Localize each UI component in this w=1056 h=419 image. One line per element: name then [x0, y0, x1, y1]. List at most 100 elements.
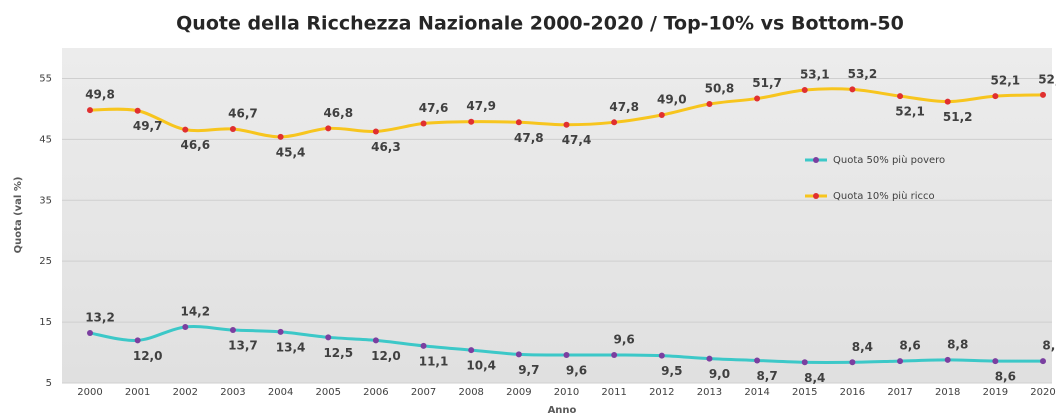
data-label: 12,0	[371, 349, 401, 363]
data-label: 46,8	[323, 106, 353, 120]
data-label: 9,7	[518, 363, 539, 377]
x-tick-label: 2014	[744, 387, 769, 398]
data-point	[706, 101, 713, 108]
legend-label: Quota 50% più povero	[833, 154, 945, 166]
data-label: 46,7	[228, 107, 258, 121]
x-tick-label: 2009	[506, 387, 531, 398]
data-label: 49,0	[657, 93, 687, 107]
data-label: 12,5	[323, 346, 353, 360]
data-point	[182, 126, 189, 133]
x-tick-label: 2006	[363, 387, 388, 398]
data-label: 14,2	[180, 304, 210, 318]
data-point	[515, 119, 522, 126]
x-tick-label: 2004	[268, 387, 293, 398]
data-label: 8,6	[899, 339, 920, 353]
data-label: 47,6	[419, 101, 449, 115]
data-point	[1040, 358, 1046, 365]
chart-title: Quote della Ricchezza Nazionale 2000-202…	[176, 13, 904, 35]
data-point	[611, 119, 618, 126]
data-label: 46,6	[180, 138, 210, 152]
data-label: 52,3	[1038, 72, 1056, 86]
data-point	[563, 121, 570, 128]
data-label: 49,7	[133, 119, 163, 133]
data-point	[277, 328, 284, 335]
y-tick-label: 35	[39, 195, 52, 206]
data-point	[754, 357, 761, 364]
data-label: 53,2	[848, 67, 878, 81]
data-label: 8,7	[756, 369, 777, 383]
data-point	[182, 323, 189, 330]
data-point	[992, 358, 999, 365]
data-point	[944, 356, 951, 363]
data-label: 47,4	[562, 133, 592, 147]
data-label: 51,2	[943, 110, 973, 124]
data-point	[563, 351, 570, 358]
data-label: 8,4	[804, 371, 825, 385]
x-tick-label: 2001	[125, 387, 150, 398]
legend-marker	[813, 193, 819, 199]
data-label: 50,8	[705, 82, 735, 96]
data-point	[420, 120, 427, 127]
data-label: 49,8	[85, 88, 115, 102]
x-tick-label: 2012	[649, 387, 674, 398]
data-point	[420, 342, 427, 349]
x-tick-label: 2019	[983, 387, 1008, 398]
x-tick-label: 2016	[840, 387, 865, 398]
data-point	[897, 358, 904, 365]
data-point	[325, 334, 332, 341]
x-tick-label: 2010	[554, 387, 579, 398]
data-label: 45,4	[276, 145, 306, 159]
data-point	[277, 133, 284, 140]
y-tick-label: 25	[39, 256, 52, 267]
data-label: 46,3	[371, 140, 401, 154]
data-point	[468, 118, 475, 125]
x-tick-label: 2015	[792, 387, 817, 398]
data-point	[1040, 91, 1046, 98]
y-tick-label: 5	[46, 378, 52, 389]
x-tick-label: 2002	[173, 387, 198, 398]
data-point	[611, 351, 618, 358]
data-label: 47,8	[609, 100, 639, 114]
data-label: 8,6	[995, 370, 1016, 384]
data-point	[801, 87, 808, 94]
data-label: 13,4	[276, 340, 306, 354]
data-point	[87, 330, 93, 337]
data-point	[658, 112, 665, 118]
data-point	[229, 126, 236, 133]
data-point	[849, 359, 856, 366]
data-point	[87, 107, 93, 114]
data-point	[992, 93, 999, 100]
data-label: 9,6	[614, 332, 635, 346]
data-label: 9,5	[661, 364, 682, 378]
data-point	[944, 98, 951, 105]
data-label: 52,1	[991, 74, 1021, 88]
x-tick-label: 2018	[935, 387, 960, 398]
data-point	[754, 95, 761, 102]
y-tick-label: 15	[39, 317, 52, 328]
data-point	[372, 128, 379, 135]
x-tick-label: 2011	[601, 387, 626, 398]
data-label: 8,6	[1042, 339, 1056, 353]
x-tick-label: 2005	[316, 387, 341, 398]
x-tick-label: 2020	[1030, 387, 1055, 398]
data-label: 52,1	[895, 105, 925, 119]
data-label: 8,4	[852, 340, 873, 354]
data-point	[325, 125, 332, 132]
data-point	[849, 86, 856, 93]
data-point	[801, 359, 808, 366]
x-tick-label: 2000	[77, 387, 102, 398]
data-point	[706, 355, 713, 362]
data-label: 53,1	[800, 68, 830, 82]
data-point	[658, 352, 665, 359]
y-tick-label: 55	[39, 73, 52, 84]
x-tick-label: 2013	[697, 387, 722, 398]
data-label: 8,8	[947, 337, 968, 351]
data-point	[134, 107, 141, 114]
plot-area	[62, 48, 1052, 383]
data-label: 47,8	[514, 131, 544, 145]
data-label: 51,7	[752, 76, 782, 90]
data-label: 47,9	[466, 99, 496, 113]
data-point	[134, 337, 141, 344]
data-label: 13,7	[228, 339, 258, 353]
